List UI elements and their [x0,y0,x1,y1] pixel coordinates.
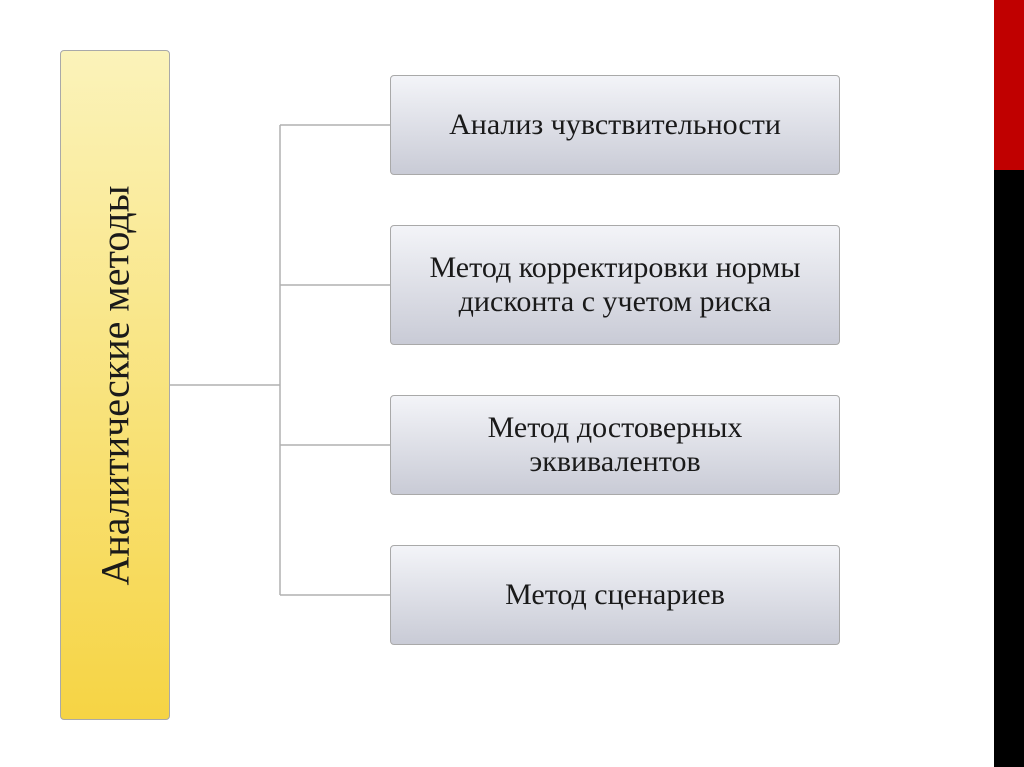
child-node-1: Метод корректировки нормы дисконта с уче… [390,225,840,345]
child-node-label: Анализ чувствительности [449,108,781,143]
connector-lines [170,50,390,720]
child-node-label: Метод сценариев [505,578,725,613]
root-node: Аналитические методы [60,50,170,720]
accent-bar-red [994,0,1024,170]
child-node-label: Метод достоверных эквивалентов [411,411,819,480]
child-node-2: Метод достоверных эквивалентов [390,395,840,495]
hierarchy-diagram: Аналитические методы Анализ чувствительн… [60,50,960,720]
child-node-0: Анализ чувствительности [390,75,840,175]
root-node-label: Аналитические методы [92,185,139,585]
accent-bar-black [994,170,1024,767]
child-node-label: Метод корректировки нормы дисконта с уче… [411,251,819,320]
child-node-3: Метод сценариев [390,545,840,645]
